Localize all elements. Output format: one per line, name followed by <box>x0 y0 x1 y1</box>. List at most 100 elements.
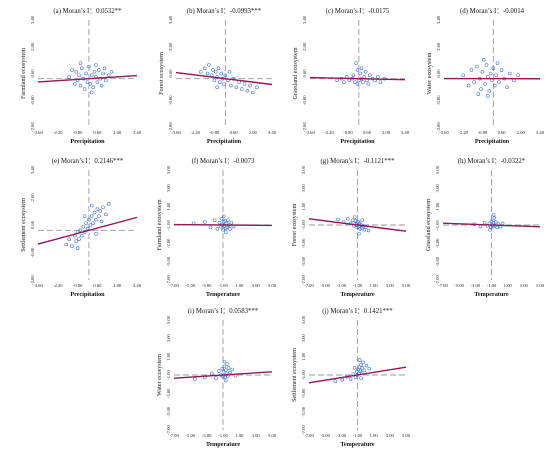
x-tick-label: -1.00 <box>218 433 228 438</box>
data-point <box>342 80 346 84</box>
x-tick-label: 5.00 <box>402 433 411 438</box>
data-point <box>88 82 93 86</box>
data-point <box>70 244 74 249</box>
x-tick-label: -2.20 <box>53 283 63 288</box>
data-point <box>486 94 490 98</box>
y-tick-label: -0.80 <box>302 95 307 105</box>
y-tick-label: 1.00 <box>435 202 440 211</box>
y-tick-label: -3.00 <box>301 238 306 248</box>
data-point <box>64 242 69 247</box>
x-tick-label: -1.00 <box>218 283 228 288</box>
data-point <box>72 82 77 86</box>
y-tick-label: -2.80 <box>30 275 35 285</box>
data-point <box>80 66 84 71</box>
data-point <box>359 363 363 367</box>
x-tick-label: -3.00 <box>471 283 481 288</box>
data-point <box>89 203 94 208</box>
scatter-panel-1: -3.60 -2.20 -0.80 0.60 2.00 3.40 3.40 2.00 0.60 -… <box>20 8 142 145</box>
data-point <box>212 218 217 223</box>
y-axis-label: Settlement ecosystem <box>291 348 298 402</box>
x-tick-label: -2.20 <box>458 130 468 135</box>
data-point <box>227 69 232 74</box>
data-point <box>230 367 234 372</box>
data-point <box>221 370 226 374</box>
data-point <box>475 64 479 69</box>
x-tick-label: -5.00 <box>186 283 196 288</box>
data-point <box>99 83 104 88</box>
regression-line <box>173 371 273 379</box>
data-point <box>95 207 100 211</box>
data-point <box>355 82 360 86</box>
data-point <box>77 73 81 78</box>
y-axis-label: Grassland ecosystem <box>425 199 432 251</box>
y-tick-label: 2.00 <box>436 42 441 51</box>
panel-title: (d) Moran’s I：-0.0014 <box>460 8 525 15</box>
x-axis-label: Precipitation <box>70 138 105 145</box>
panel-title: (c) Moran’s I：-0.0175 <box>326 8 390 15</box>
x-tick-label: 5.00 <box>268 283 277 288</box>
data-point <box>207 63 211 67</box>
data-point <box>223 73 228 78</box>
x-tick-label: -3.00 <box>202 283 212 288</box>
x-tick-label: -0.80 <box>478 130 488 135</box>
data-point <box>497 80 501 84</box>
y-tick-label: -3.00 <box>166 388 171 398</box>
data-point <box>367 366 372 371</box>
data-point <box>357 358 362 362</box>
x-tick-label: 2.00 <box>113 283 122 288</box>
x-axis-label: Temperature <box>340 441 375 448</box>
y-tick-label: 0.60 <box>302 69 307 78</box>
data-point <box>499 68 504 72</box>
regression-line <box>37 216 138 245</box>
y-tick-label: -1.00 <box>301 220 306 230</box>
y-tick-label: 3.00 <box>166 184 171 193</box>
data-point <box>203 66 207 71</box>
x-tick-label: -5.00 <box>320 433 330 438</box>
data-point <box>216 66 221 71</box>
data-point <box>347 78 352 83</box>
x-axis-label: Precipitation <box>207 138 242 145</box>
data-point <box>364 363 369 368</box>
data-point <box>492 83 497 88</box>
x-tick-label: -0.80 <box>73 130 83 135</box>
x-tick-label: 2.00 <box>113 130 122 135</box>
data-point <box>99 219 104 224</box>
data-point <box>500 221 505 226</box>
y-tick-label: -0.80 <box>436 95 441 105</box>
data-point <box>483 82 487 86</box>
data-point <box>376 75 380 79</box>
x-tick-label: 0.60 <box>93 283 102 288</box>
data-point <box>333 379 338 384</box>
data-point <box>361 360 365 365</box>
panel-title: (i) Moran’s I：0.0583*** <box>188 308 259 315</box>
data-point <box>228 370 232 375</box>
data-point <box>491 213 496 217</box>
data-point <box>484 63 489 67</box>
data-point <box>479 87 483 91</box>
data-point <box>218 80 222 84</box>
y-tick-label: 1.00 <box>301 352 306 361</box>
data-point <box>228 227 232 231</box>
data-point <box>352 366 357 370</box>
data-point <box>104 212 108 217</box>
data-point <box>224 378 228 383</box>
data-point <box>101 205 105 210</box>
data-point <box>224 368 228 373</box>
data-point <box>378 80 383 84</box>
y-axis-label: Farmland ecosystem <box>156 199 163 250</box>
y-axis-label: Settlement ecosystem <box>20 198 27 252</box>
data-point <box>492 216 497 220</box>
regression-line <box>173 223 273 227</box>
scatter-panel-2: -3.60 -2.20 -0.80 0.60 2.00 3.40 3.40 2.00 0.60 -… <box>158 8 277 145</box>
y-tick-label: -7.00 <box>166 425 171 435</box>
data-point <box>360 218 365 223</box>
regression-line <box>175 71 273 86</box>
data-point <box>366 228 371 233</box>
data-point <box>355 68 360 72</box>
y-axis-label: Forest ecosystem <box>291 203 298 246</box>
data-point <box>494 73 498 78</box>
x-tick-label: 1.00 <box>370 433 379 438</box>
y-tick-label: 1.00 <box>166 352 171 361</box>
scatter-panel-8: -7.00 -5.00 -3.00 -1.00 1.00 3.00 5.00 5.00 3.00… <box>425 158 545 298</box>
